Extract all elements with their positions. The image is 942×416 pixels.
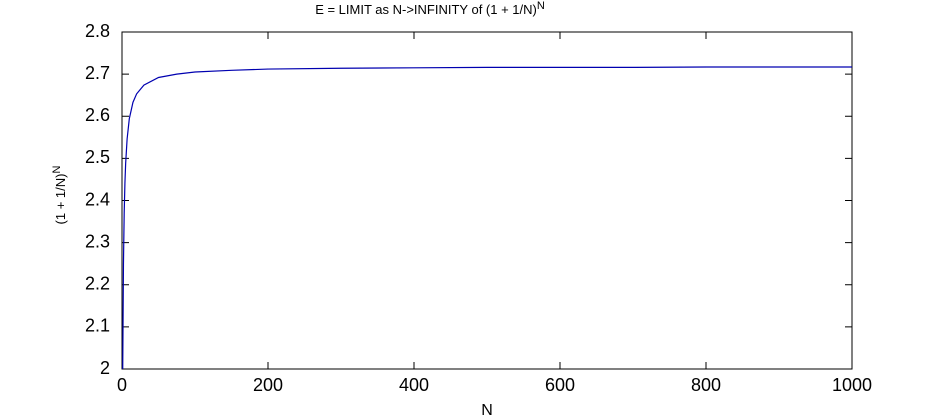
title-superscript: N bbox=[537, 0, 545, 12]
y-tick-label: 2.8 bbox=[85, 21, 110, 41]
x-axis-label: N bbox=[481, 402, 493, 416]
y-tick-label: 2.5 bbox=[85, 147, 110, 167]
x-tick-label: 200 bbox=[253, 375, 283, 395]
y-label-text: (1 + 1/N) bbox=[53, 174, 68, 225]
y-axis-label: (1 + 1/N)N bbox=[51, 166, 69, 225]
x-tick-label: 0 bbox=[117, 375, 127, 395]
x-tick-label: 800 bbox=[691, 375, 721, 395]
plot-frame bbox=[121, 31, 853, 370]
y-tick-label: 2.4 bbox=[85, 189, 110, 209]
x-tick-label: 600 bbox=[545, 375, 575, 395]
x-tick-label: 1000 bbox=[832, 375, 872, 395]
y-tick-label: 2.6 bbox=[85, 105, 110, 125]
data-line bbox=[122, 66, 852, 370]
y-tick-label: 2 bbox=[100, 358, 110, 378]
chart-title: E = LIMIT as N->INFINITY of (1 + 1/N)N bbox=[315, 0, 545, 17]
y-tick-label: 2.1 bbox=[85, 316, 110, 336]
y-label-superscript: N bbox=[51, 166, 63, 174]
title-text: E = LIMIT as N->INFINITY of (1 + 1/N) bbox=[315, 2, 537, 17]
y-tick-label: 2.2 bbox=[85, 274, 110, 294]
x-tick-label: 400 bbox=[399, 375, 429, 395]
y-tick-label: 2.3 bbox=[85, 231, 110, 251]
y-tick-label: 2.7 bbox=[85, 63, 110, 83]
